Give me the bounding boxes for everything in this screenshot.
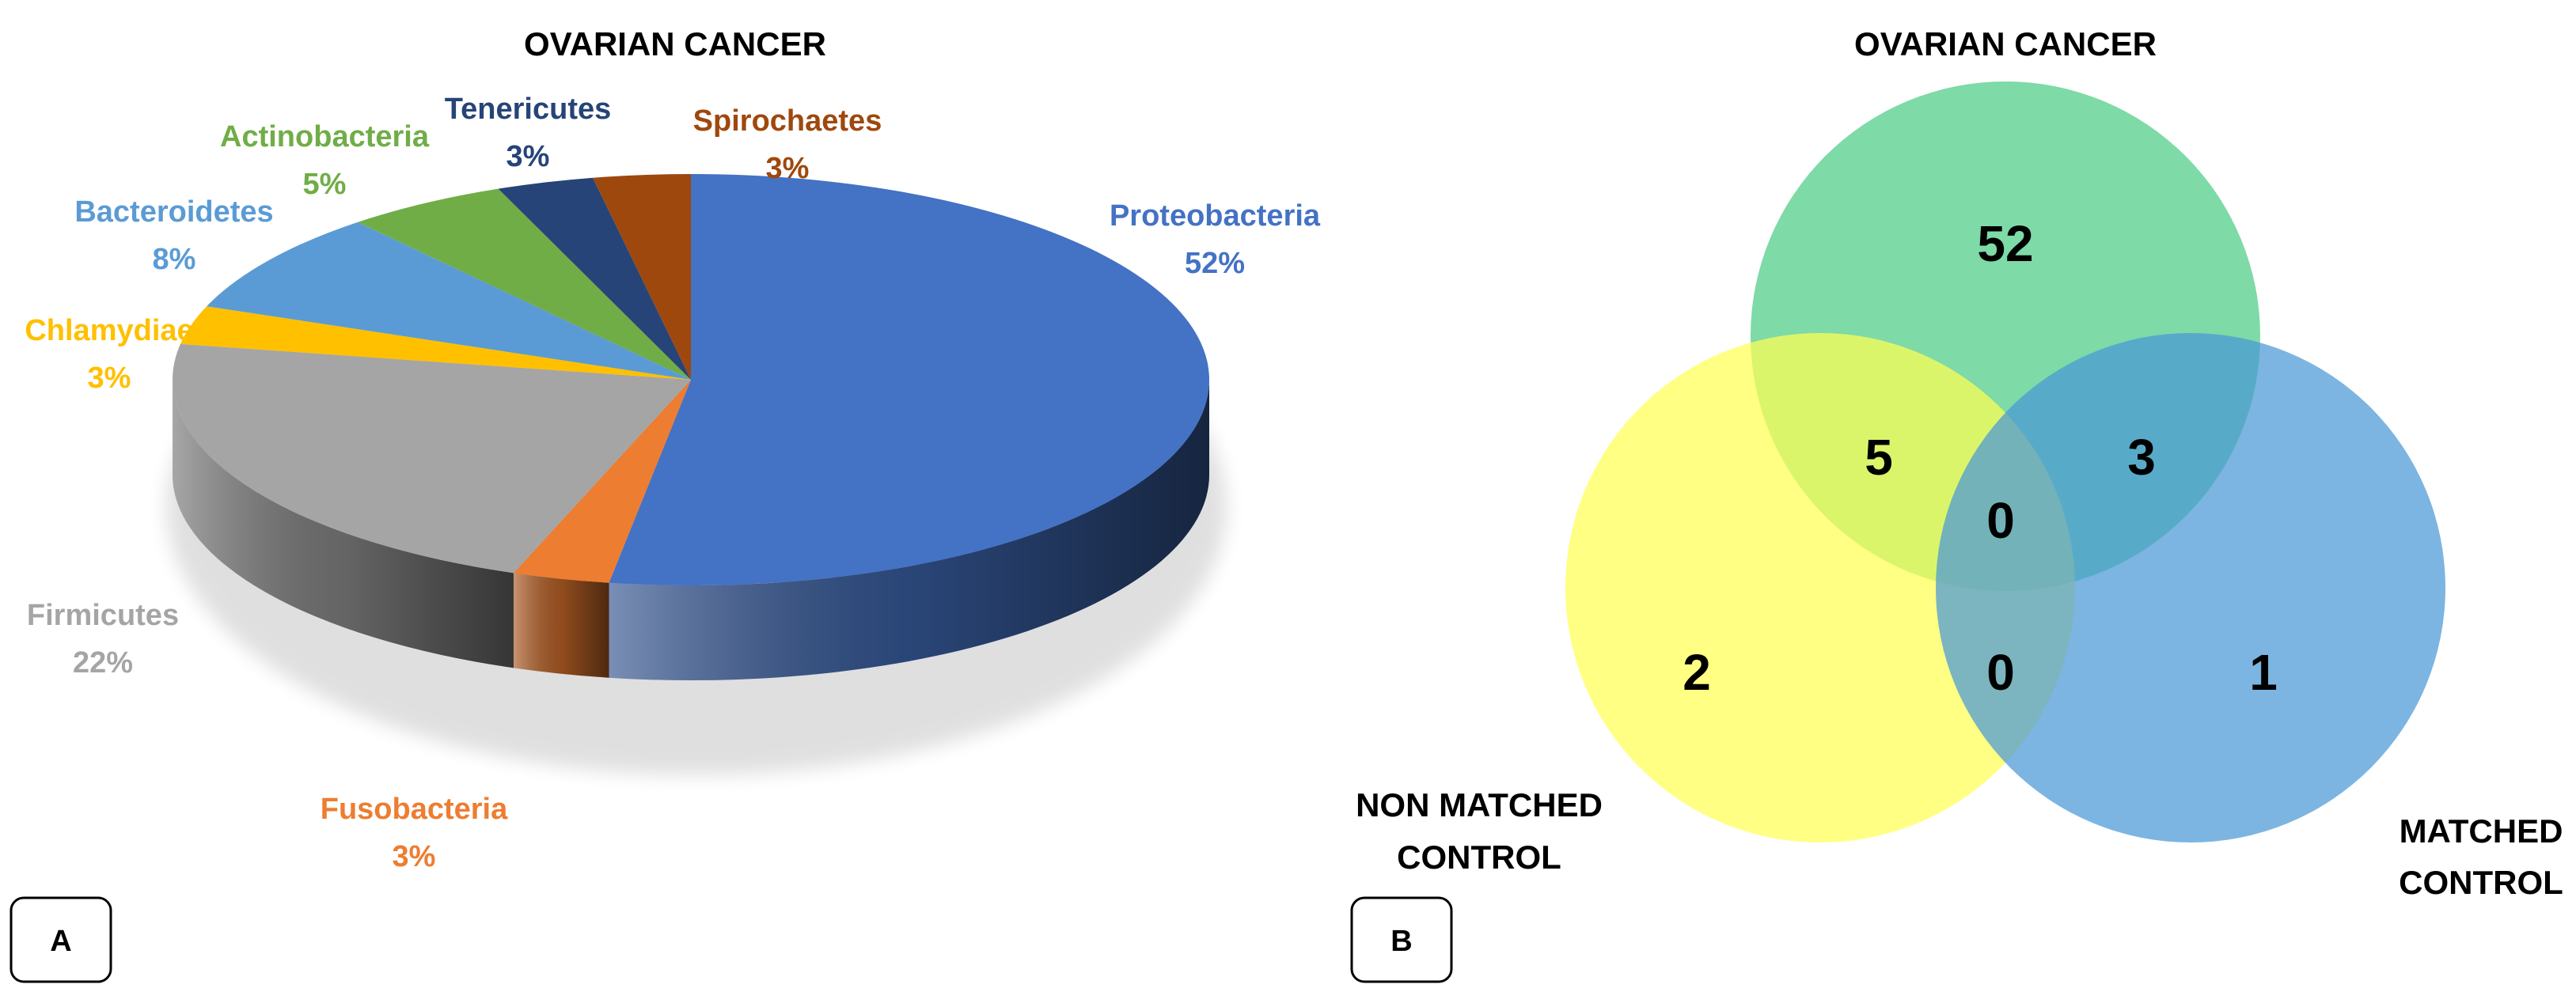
pie-label-chlamydiae: Chlamydiae	[25, 314, 193, 347]
venn-region-oc-nmc: 5	[1865, 429, 1893, 486]
pie-percent-proteobacteria: 52%	[1185, 247, 1245, 280]
pie-label-firmicutes: Firmicutes	[27, 599, 179, 632]
panel-b-box	[1350, 896, 1453, 983]
pie-side-walls	[173, 380, 1209, 680]
pie-slice-chlamydiae	[180, 306, 691, 380]
pie-label-bacteroidetes: Bacteroidetes	[74, 195, 273, 229]
pie-label-actinobacteria: Actinobacteria	[220, 120, 430, 153]
pie-slice-proteobacteria	[609, 174, 1209, 585]
pie-slices	[172, 174, 1209, 585]
venn-region-nmc-only: 2	[1683, 644, 1711, 701]
venn-set-label-non-matched-control-line2: CONTROL	[1397, 839, 1561, 876]
pie-percent-spirochaetes: 3%	[766, 152, 810, 185]
venn-region-nmc-mc: 0	[1986, 644, 2015, 701]
pie-label-tenericutes: Tenericutes	[445, 93, 611, 126]
venn-region-mc-only: 1	[2249, 644, 2278, 701]
venn-region-oc-mc: 3	[2127, 429, 2156, 486]
pie-percent-bacteroidetes: 8%	[153, 243, 196, 276]
pie-labels: Proteobacteria 52% Fusobacteria 3% Firmicute…	[25, 93, 1321, 873]
pie-percent-actinobacteria: 5%	[303, 168, 347, 201]
pie-slice-tenericutes	[498, 177, 691, 380]
pie-side-shade-firmicutes	[173, 380, 514, 668]
venn-set-label-matched-control-line2: CONTROL	[2399, 864, 2563, 901]
pie-label-fusobacteria: Fusobacteria	[321, 793, 508, 826]
pie-label-proteobacteria: Proteobacteria	[1110, 199, 1321, 233]
pie-slice-fusobacteria	[513, 380, 691, 583]
venn-set-label-matched-control-line1: MATCHED	[2400, 812, 2563, 850]
venn-diagram-panel: OVARIAN CANCER 52 5 3 0 2 0 1 NON MATCHE…	[1350, 25, 2563, 983]
pie-percent-tenericutes: 3%	[506, 140, 550, 173]
venn-region-oc-only: 52	[1977, 215, 2033, 272]
venn-circle-matched-control	[1936, 333, 2445, 842]
pie-slice-spirochaetes	[593, 174, 691, 380]
panel-a-label: A	[50, 925, 71, 958]
venn-region-all-three: 0	[1986, 492, 2015, 549]
pie-percent-chlamydiae: 3%	[88, 362, 131, 395]
pie-slice-firmicutes	[172, 343, 691, 574]
venn-circle-non-matched-control	[1565, 333, 2075, 842]
pie-percent-fusobacteria: 3%	[393, 840, 436, 873]
venn-set-label-ovarian-cancer: OVARIAN CANCER	[1854, 25, 2157, 62]
panel-a-box	[9, 896, 112, 983]
pie-side-shade-proteobacteria	[609, 380, 1209, 680]
venn-set-label-non-matched-control-line1: NON MATCHED	[1356, 786, 1603, 823]
pie-percent-firmicutes: 22%	[73, 646, 133, 680]
pie-side-shade-fusobacteria	[513, 573, 609, 678]
pie-chart-panel: OVARIAN CANCER Proteobacteria 52% Fusobact…	[9, 25, 1321, 983]
pie-slice-actinobacteria	[357, 188, 691, 380]
panel-b-label: B	[1390, 925, 1412, 958]
pie-label-spirochaetes: Spirochaetes	[693, 104, 882, 138]
pie-slice-bacteroidetes	[207, 221, 691, 380]
pie-chart-title: OVARIAN CANCER	[524, 25, 826, 62]
